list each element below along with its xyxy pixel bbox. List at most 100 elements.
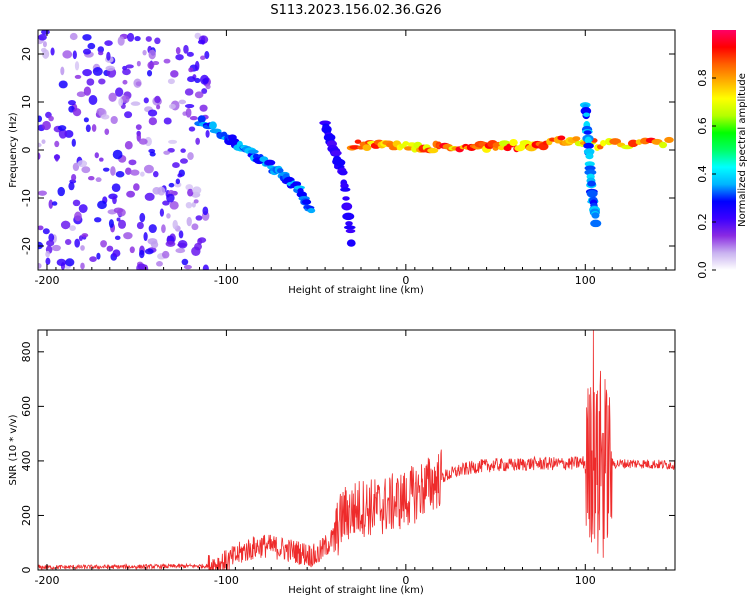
noise-blob	[38, 115, 43, 123]
noise-blob	[125, 64, 134, 69]
ridge-blob	[600, 139, 607, 147]
noise-blob	[42, 120, 51, 131]
noise-blob	[38, 241, 44, 250]
noise-blob	[170, 70, 179, 78]
noise-blob	[106, 51, 111, 61]
noise-blob	[150, 240, 159, 249]
ridge-blob	[572, 136, 581, 142]
noise-blob	[116, 217, 121, 222]
noise-blob	[172, 219, 178, 230]
noise-blob	[168, 103, 176, 110]
noise-blob	[159, 208, 165, 217]
noise-blob	[38, 142, 42, 148]
noise-blob	[106, 245, 114, 252]
noise-blob	[122, 68, 131, 76]
noise-blob	[51, 244, 61, 252]
noise-blob	[179, 158, 188, 164]
snr-ticks: -200 -100 0 100 0 200 400 600 800	[20, 330, 675, 587]
noise-blob	[185, 201, 193, 209]
noise-blob	[77, 160, 88, 168]
noise-blob	[68, 182, 75, 191]
noise-blob	[194, 60, 200, 71]
noise-blob	[51, 201, 58, 206]
noise-blob	[200, 55, 206, 61]
noise-blob	[135, 81, 142, 87]
y-tick-label: 0	[20, 567, 33, 574]
noise-blob	[163, 117, 172, 125]
noise-blob	[54, 140, 60, 148]
noise-blob	[74, 74, 82, 79]
noise-blob	[185, 107, 192, 118]
noise-blob	[146, 69, 153, 77]
ridge-blob	[340, 187, 351, 192]
noise-blob	[46, 240, 55, 247]
noise-blob	[80, 245, 85, 251]
noise-blob	[147, 109, 158, 117]
noise-blob	[54, 154, 59, 162]
noise-blob	[114, 235, 121, 241]
noise-blob	[175, 54, 184, 61]
noise-blob	[87, 175, 95, 181]
noise-blob	[153, 170, 159, 178]
colorbar-tick-label: 0.2	[696, 213, 709, 231]
noise-blob	[205, 84, 211, 90]
noise-blob	[82, 34, 92, 41]
noise-blob	[41, 47, 47, 53]
noise-blob	[167, 78, 175, 85]
noise-blob	[140, 171, 145, 177]
x-tick-label: 100	[575, 274, 596, 287]
noise-blob	[94, 152, 99, 159]
noise-blob	[38, 190, 47, 196]
noise-blob	[112, 249, 121, 257]
noise-blob	[72, 50, 77, 60]
noise-blob	[205, 129, 210, 138]
noise-blob	[104, 128, 110, 135]
noise-blob	[88, 94, 98, 105]
ridge-blob	[658, 141, 668, 149]
noise-blob	[98, 157, 104, 162]
snr-y-label: SNR (10 * v/v)	[8, 414, 19, 485]
colorbar-label: Normalized spectral amplitude	[737, 73, 748, 227]
y-tick-label: -20	[20, 237, 33, 255]
noise-blob	[202, 206, 209, 216]
noise-blob	[194, 91, 204, 99]
noise-blob	[139, 249, 145, 259]
y-tick-label: 10	[20, 95, 33, 109]
x-tick-label: -100	[214, 574, 239, 587]
noise-blob	[168, 139, 178, 144]
noise-blob	[175, 47, 181, 55]
noise-blob	[57, 125, 67, 131]
ridge-blob	[509, 138, 518, 147]
x-tick-label: -100	[214, 274, 239, 287]
ridge-blob	[584, 136, 592, 145]
noise-blob	[125, 167, 132, 175]
colorbar: 0.0 0.2 0.4 0.6 0.8 Normalized spectral ampl…	[696, 30, 748, 279]
noise-blob	[38, 34, 47, 41]
x-tick-label: -200	[34, 274, 59, 287]
ridge-blob	[345, 221, 353, 226]
noise-blob	[183, 264, 192, 270]
noise-blob	[69, 225, 76, 232]
snr-x-label: Height of straight line (km)	[288, 585, 424, 596]
y-tick-label: 400	[20, 450, 33, 471]
noise-blob	[58, 128, 68, 139]
spectrogram-y-label: Frequency (Hz)	[8, 112, 19, 188]
noise-blob	[78, 235, 83, 241]
noise-blob	[194, 77, 201, 84]
noise-blob	[98, 78, 106, 85]
colorbar-tick-label: 0.4	[696, 165, 709, 183]
figure-title: S113.2023.156.02.36.G26	[270, 3, 441, 18]
noise-blob	[187, 152, 194, 160]
ridge-blob	[627, 139, 639, 148]
noise-blob	[154, 95, 161, 104]
noise-blob	[162, 200, 170, 206]
noise-blob	[96, 252, 101, 260]
noise-blob	[102, 167, 110, 172]
y-tick-label: 20	[20, 47, 33, 61]
noise-blob	[172, 162, 180, 169]
noise-blob	[62, 50, 73, 59]
ridge-blob	[585, 153, 594, 160]
noise-blob	[197, 238, 203, 245]
noise-blob	[105, 65, 116, 72]
